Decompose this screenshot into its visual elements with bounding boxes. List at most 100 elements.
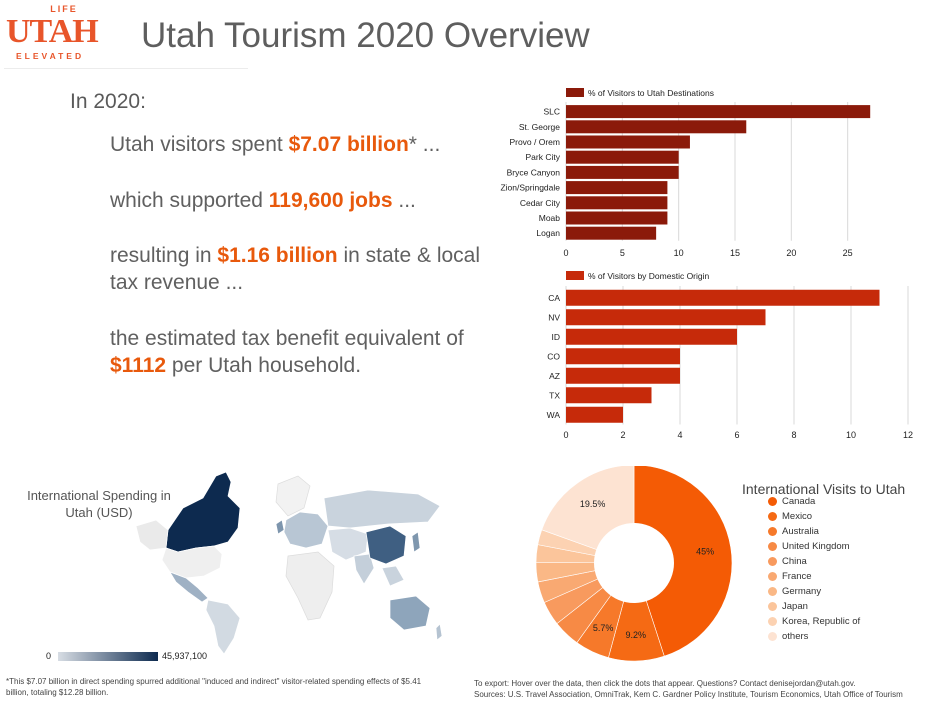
bar[interactable] bbox=[566, 211, 668, 225]
pie-legend-item[interactable]: China bbox=[768, 554, 860, 569]
x-tick-label: 12 bbox=[903, 430, 913, 440]
map-region-mexico[interactable] bbox=[169, 571, 209, 603]
legend-label: % of Visitors to Utah Destinations bbox=[588, 88, 714, 98]
legend-dot-icon bbox=[768, 527, 777, 536]
pie-legend-item[interactable]: Canada bbox=[768, 494, 860, 509]
category-label: CO bbox=[547, 351, 560, 361]
bar[interactable] bbox=[566, 406, 623, 423]
legend-label: Korea, Republic of bbox=[782, 616, 861, 627]
pie-legend-item[interactable]: France bbox=[768, 569, 860, 584]
map-region-japan[interactable] bbox=[411, 531, 421, 553]
destinations-bar-chart[interactable]: % of Visitors to Utah Destinations SLC St… bbox=[500, 84, 920, 264]
bar[interactable] bbox=[566, 387, 652, 404]
bar[interactable] bbox=[566, 328, 737, 345]
slice-label: 45% bbox=[696, 547, 714, 557]
slice-label: 5.7% bbox=[593, 623, 614, 633]
stat-post: * ... bbox=[408, 133, 441, 156]
category-label: St. George bbox=[519, 122, 560, 132]
legend-label: France bbox=[782, 571, 812, 582]
stat-pre: which supported bbox=[110, 189, 269, 212]
legend-dot-icon bbox=[768, 617, 777, 626]
x-tick-label: 15 bbox=[730, 248, 740, 258]
map-region-new-zealand[interactable] bbox=[435, 623, 443, 641]
map-title: International Spending in Utah (USD) bbox=[27, 488, 171, 520]
bar[interactable] bbox=[566, 150, 679, 164]
pie-legend-item[interactable]: United Kingdom bbox=[768, 539, 860, 554]
stat-household-benefit: the estimated tax benefit equivalent of … bbox=[110, 325, 495, 379]
pie-legend-item[interactable]: Japan bbox=[768, 599, 860, 614]
category-label: CA bbox=[548, 293, 560, 303]
bar[interactable] bbox=[566, 105, 871, 119]
map-region-uk[interactable] bbox=[275, 519, 285, 535]
pie-slice[interactable] bbox=[633, 466, 733, 657]
category-label: Cedar City bbox=[520, 198, 561, 208]
legend-dot-icon bbox=[768, 572, 777, 581]
category-label: Provo / Orem bbox=[509, 137, 560, 147]
map-region-russia[interactable] bbox=[323, 489, 441, 529]
map-region-south-america[interactable] bbox=[205, 599, 241, 655]
bar[interactable] bbox=[566, 120, 747, 134]
category-label: SLC bbox=[543, 107, 560, 117]
legend-dot-icon bbox=[768, 632, 777, 641]
x-tick-label: 2 bbox=[620, 430, 625, 440]
x-tick-label: 5 bbox=[620, 248, 625, 258]
category-label: Zion/Springdale bbox=[500, 183, 560, 193]
x-tick-label: 0 bbox=[563, 430, 568, 440]
bar[interactable] bbox=[566, 367, 680, 384]
legend-label: others bbox=[782, 631, 809, 642]
legend-dot-icon bbox=[768, 512, 777, 521]
pie-legend-item[interactable]: Korea, Republic of bbox=[768, 614, 860, 629]
map-region-india[interactable] bbox=[353, 553, 375, 585]
map-region-usa[interactable] bbox=[161, 545, 223, 579]
legend-label: % of Visitors by Domestic Origin bbox=[588, 271, 710, 281]
footnote: *This $7.07 billion in direct spending s… bbox=[6, 677, 422, 697]
map-region-southeast-asia[interactable] bbox=[381, 565, 405, 587]
map-region-australia[interactable] bbox=[389, 595, 431, 631]
pie-legend-item[interactable]: Australia bbox=[768, 524, 860, 539]
sources-text: Sources: U.S. Travel Association, OmniTr… bbox=[474, 690, 903, 699]
stat-value: 119,600 jobs bbox=[268, 189, 393, 212]
map-region-alaska[interactable] bbox=[135, 519, 169, 551]
x-tick-label: 8 bbox=[791, 430, 796, 440]
map-region-middle-east[interactable] bbox=[327, 527, 369, 561]
bar[interactable] bbox=[566, 196, 668, 210]
domestic-origin-bar-chart[interactable]: % of Visitors by Domestic Origin CA NV ID C… bbox=[500, 268, 920, 446]
bar[interactable] bbox=[566, 289, 880, 306]
stat-visitor-spending: Utah visitors spent $7.07 billion* ... bbox=[110, 131, 500, 158]
world-map[interactable] bbox=[128, 468, 448, 658]
map-region-china[interactable] bbox=[365, 525, 407, 565]
legend-swatch bbox=[566, 271, 584, 280]
bar[interactable] bbox=[566, 135, 690, 149]
stat-value: $1112 bbox=[110, 354, 167, 377]
map-region-europe[interactable] bbox=[283, 511, 329, 549]
pie-legend-item[interactable]: Mexico bbox=[768, 509, 860, 524]
category-label: WA bbox=[547, 410, 561, 420]
x-tick-label: 6 bbox=[734, 430, 739, 440]
international-visits-donut[interactable]: 45% 9.2% 5.7% 19.5% bbox=[536, 466, 736, 666]
legend-label: Japan bbox=[782, 601, 808, 612]
pie-legend-item[interactable]: Germany bbox=[768, 584, 860, 599]
bar[interactable] bbox=[566, 348, 680, 365]
legend-label: Mexico bbox=[782, 511, 813, 522]
bar[interactable] bbox=[566, 309, 766, 326]
intro-text: In 2020: bbox=[70, 90, 146, 113]
slice-label: 19.5% bbox=[580, 499, 606, 509]
category-label: NV bbox=[548, 312, 560, 322]
stat-pre: resulting in bbox=[110, 244, 218, 267]
header-divider bbox=[4, 68, 248, 69]
category-label: Moab bbox=[539, 213, 561, 223]
footer-notes: To export: Hover over the data, then cli… bbox=[474, 678, 903, 700]
stat-post: in state & local tax revenue ... bbox=[110, 244, 481, 294]
bar[interactable] bbox=[566, 181, 668, 195]
map-region-greenland[interactable] bbox=[275, 475, 311, 517]
legend-label: China bbox=[782, 556, 807, 567]
x-tick-label: 20 bbox=[786, 248, 796, 258]
bar[interactable] bbox=[566, 226, 657, 240]
pie-legend-item[interactable]: others bbox=[768, 629, 860, 644]
stat-pre: Utah visitors spent bbox=[110, 133, 289, 156]
stat-tax-revenue: resulting in $1.16 billion in state & lo… bbox=[110, 242, 490, 296]
map-region-africa[interactable] bbox=[285, 551, 335, 621]
bar[interactable] bbox=[566, 165, 679, 179]
stat-value: $7.07 billion bbox=[288, 133, 409, 156]
legend-label: Canada bbox=[782, 496, 816, 507]
